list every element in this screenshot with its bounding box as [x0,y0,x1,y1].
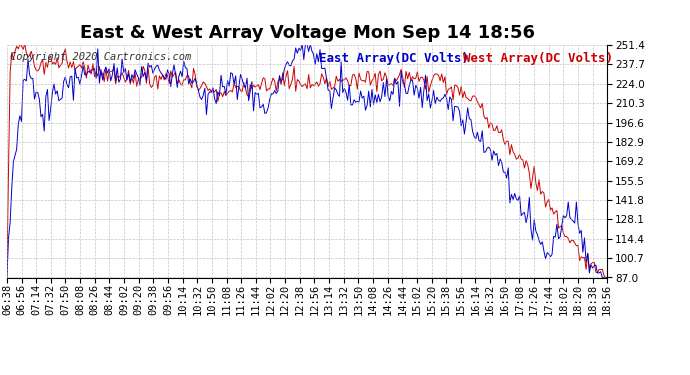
Title: East & West Array Voltage Mon Sep 14 18:56: East & West Array Voltage Mon Sep 14 18:… [79,24,535,42]
Text: East Array(DC Volts): East Array(DC Volts) [319,52,469,65]
Text: West Array(DC Volts): West Array(DC Volts) [463,52,613,65]
Text: Copyright 2020 Cartronics.com: Copyright 2020 Cartronics.com [10,52,191,62]
